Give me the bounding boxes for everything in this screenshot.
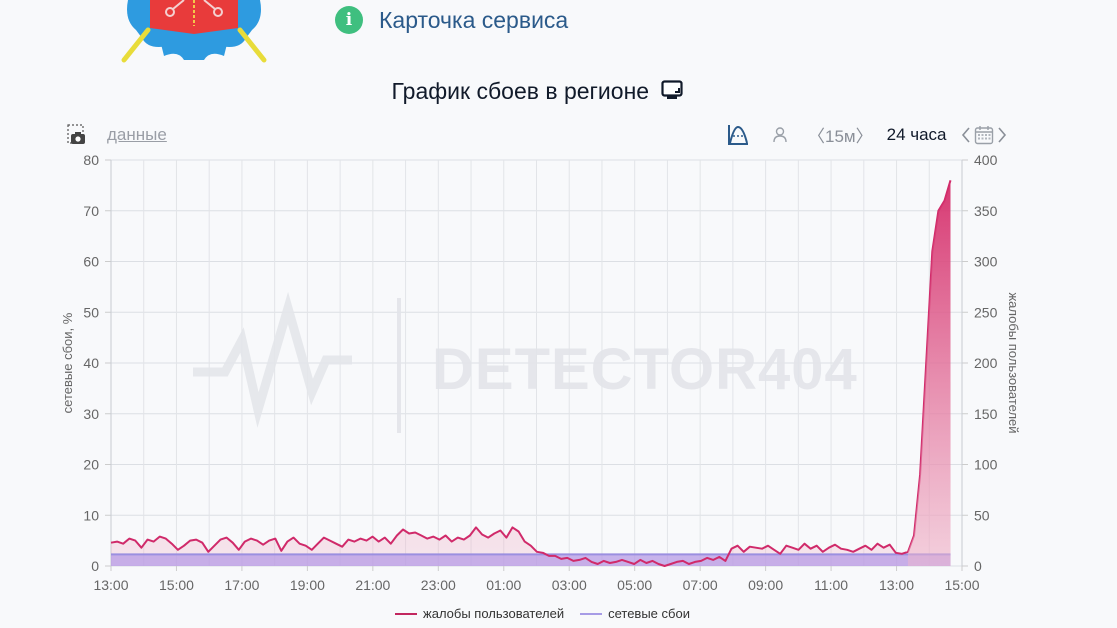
svg-text:50: 50 — [974, 507, 990, 523]
svg-text:250: 250 — [974, 304, 998, 320]
svg-text:40: 40 — [83, 355, 99, 371]
service-card-label: Карточка сервиса — [379, 6, 569, 33]
calendar-icon[interactable] — [974, 125, 994, 145]
smoothing-chart-icon[interactable] — [726, 123, 750, 147]
svg-text:21:00: 21:00 — [355, 577, 390, 593]
coat-of-arms-logo — [118, 0, 270, 64]
chart-legend: жалобы пользователей сетевые сбои — [0, 606, 1085, 621]
svg-text:09:00: 09:00 — [748, 577, 783, 593]
legend-item-complaints[interactable]: жалобы пользователей — [395, 606, 564, 621]
svg-text:100: 100 — [974, 457, 998, 473]
user-icon[interactable] — [772, 126, 788, 144]
svg-text:17:00: 17:00 — [224, 577, 259, 593]
svg-text:30: 30 — [83, 406, 99, 422]
y-axis-left-label: сетевые сбои, % — [60, 312, 75, 413]
svg-text:50: 50 — [83, 304, 99, 320]
legend-swatch-network — [580, 612, 603, 615]
date-navigation — [961, 125, 1007, 145]
svg-text:13:00: 13:00 — [879, 577, 914, 593]
svg-text:15:00: 15:00 — [159, 577, 194, 593]
svg-text:200: 200 — [974, 355, 998, 371]
range-selector[interactable]: 24 часа — [886, 124, 947, 144]
monitor-icon[interactable] — [661, 79, 684, 106]
legend-swatch-complaints — [395, 612, 418, 615]
svg-text:20: 20 — [83, 457, 99, 473]
svg-text:350: 350 — [974, 203, 998, 219]
chart-title-text: График сбоев в регионе — [391, 78, 650, 104]
svg-text:07:00: 07:00 — [683, 577, 718, 593]
chart-grid — [105, 159, 968, 571]
legend-item-network[interactable]: сетевые сбои — [580, 606, 690, 621]
svg-text:19:00: 19:00 — [290, 577, 325, 593]
interval-selector[interactable]: 〈15м〉 — [808, 127, 873, 146]
svg-text:15:00: 15:00 — [944, 577, 979, 593]
service-card-link[interactable]: i Карточка сервиса — [335, 6, 568, 34]
svg-text:23:00: 23:00 — [421, 577, 456, 593]
svg-text:11:00: 11:00 — [814, 577, 848, 593]
svg-text:01:00: 01:00 — [486, 577, 521, 593]
chart-toolbar-left: данные — [67, 124, 167, 146]
chevron-left-icon[interactable] — [961, 126, 971, 144]
svg-text:10: 10 — [83, 507, 99, 523]
svg-text:0: 0 — [974, 558, 982, 574]
svg-text:80: 80 — [83, 152, 99, 168]
y-axis-right-label: жалобы пользователей — [1006, 292, 1021, 433]
legend-label-complaints: жалобы пользователей — [423, 606, 565, 621]
svg-text:60: 60 — [83, 254, 99, 270]
svg-text:05:00: 05:00 — [617, 577, 652, 593]
screenshot-camera-icon[interactable] — [67, 124, 87, 146]
data-link[interactable]: данные — [107, 125, 167, 144]
chevron-right-icon[interactable] — [997, 126, 1007, 144]
svg-text:DETECTOR404: DETECTOR404 — [432, 337, 858, 402]
svg-text:300: 300 — [974, 254, 998, 270]
svg-text:0: 0 — [91, 558, 99, 574]
svg-text:70: 70 — [83, 203, 99, 219]
detector404-watermark: DETECTOR404 — [193, 291, 858, 433]
chart-title: График сбоев в регионе — [0, 78, 1075, 106]
svg-text:13:00: 13:00 — [93, 577, 128, 593]
chart-toolbar-right: 〈15м〉 24 часа — [726, 122, 1007, 147]
svg-text:150: 150 — [974, 406, 998, 422]
info-icon: i — [335, 6, 363, 34]
legend-label-network: сетевые сбои — [608, 606, 690, 621]
svg-text:03:00: 03:00 — [552, 577, 587, 593]
svg-text:400: 400 — [974, 152, 998, 168]
